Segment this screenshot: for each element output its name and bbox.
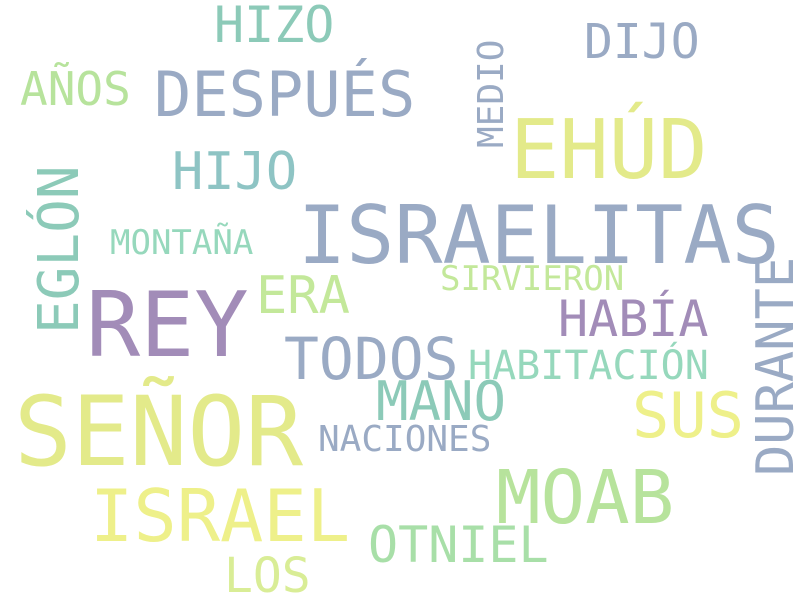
word-moab: MOAB [496, 455, 675, 541]
word-dijo: DIJO [584, 14, 700, 70]
word-despues: DESPUÉS [154, 58, 416, 131]
word-sus: SUS [632, 379, 744, 452]
word-anos: AÑOS [20, 62, 131, 116]
word-hijo: HIJO [172, 142, 298, 202]
word-naciones: NACIONES [318, 419, 492, 460]
word-sirvieron: SIRVIERON [440, 259, 625, 299]
word-israelitas: ISRAELITAS [298, 189, 780, 282]
word-durante: DURANTE [746, 256, 800, 476]
word-era: ERA [256, 266, 350, 326]
word-rey: REY [86, 273, 249, 378]
word-otniel: OTNIEL [368, 516, 549, 574]
word-habia: HABÍA [558, 290, 709, 348]
word-senor: SEÑOR [14, 376, 303, 488]
word-medio: MEDIO [471, 39, 512, 148]
word-hizo: HIZO [214, 0, 335, 54]
word-montana: MONTAÑA [110, 223, 254, 263]
word-mano: MANO [376, 370, 507, 433]
word-israel: ISRAEL [90, 474, 351, 558]
word-los: LOS [224, 548, 311, 600]
word-eglon: EGLÓN [27, 165, 92, 334]
word-habitacion: HABITACIÓN [468, 343, 709, 389]
word-ehud: EHÚD [510, 103, 708, 198]
word-todos: TODOS [284, 325, 459, 393]
